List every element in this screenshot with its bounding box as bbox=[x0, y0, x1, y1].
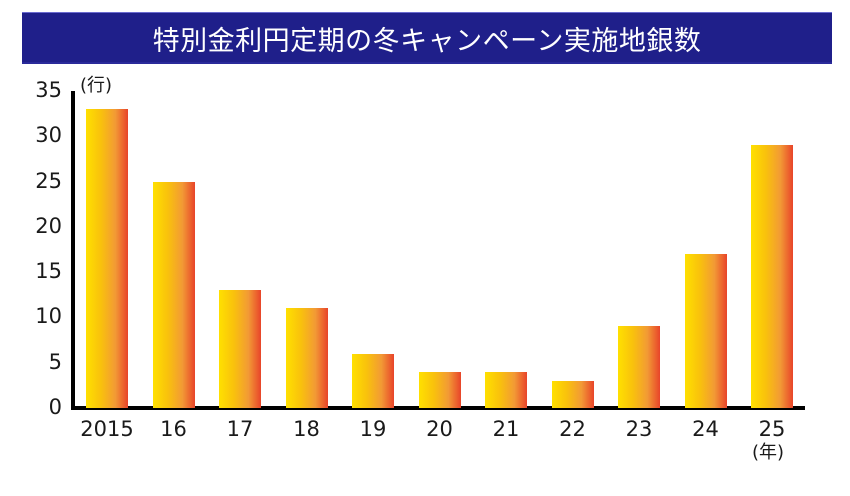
y-tick-label: 10 bbox=[35, 304, 62, 329]
x-axis-unit-label: (年) bbox=[752, 442, 785, 463]
bar-2015 bbox=[86, 109, 128, 408]
y-tick-label: 35 bbox=[35, 77, 62, 102]
bar-22 bbox=[551, 380, 594, 408]
chart-title-banner: 特別金利円定期の冬キャンペーン実施地銀数 bbox=[22, 12, 832, 64]
chart-title: 特別金利円定期の冬キャンペーン実施地銀数 bbox=[152, 25, 702, 57]
bar-17 bbox=[219, 290, 261, 408]
bar-23 bbox=[618, 326, 660, 408]
bar-18 bbox=[285, 308, 328, 408]
y-tick-label: 30 bbox=[35, 123, 62, 148]
y-axis-line bbox=[71, 91, 75, 410]
bar-25 bbox=[751, 145, 793, 408]
x-tick-label: 17 bbox=[226, 417, 254, 441]
y-tick-label: 15 bbox=[35, 259, 62, 284]
y-tick-label: 20 bbox=[35, 213, 62, 238]
x-tick-label: 18 bbox=[293, 417, 320, 441]
bar-16 bbox=[152, 181, 195, 408]
bar-20 bbox=[418, 371, 461, 408]
bar-24 bbox=[684, 253, 727, 408]
x-axis-line bbox=[71, 406, 805, 410]
x-tick-label: 25 bbox=[758, 417, 786, 441]
y-tick-label: 0 bbox=[48, 395, 62, 419]
x-tick-label: 20 bbox=[426, 417, 453, 441]
y-axis-unit-label: (行) bbox=[80, 75, 113, 96]
x-tick-label: 23 bbox=[625, 417, 653, 441]
x-tick-label: 22 bbox=[559, 417, 586, 441]
x-tick-label: 16 bbox=[160, 417, 187, 441]
x-tick-label: 19 bbox=[359, 417, 387, 441]
x-tick-label: 2015 bbox=[80, 417, 134, 441]
bar-21 bbox=[485, 371, 527, 408]
x-tick-label: 21 bbox=[492, 417, 520, 441]
x-tick-label: 24 bbox=[692, 417, 719, 441]
bar-19 bbox=[352, 353, 394, 408]
y-tick-label: 5 bbox=[48, 349, 62, 374]
y-tick-label: 25 bbox=[35, 168, 62, 193]
